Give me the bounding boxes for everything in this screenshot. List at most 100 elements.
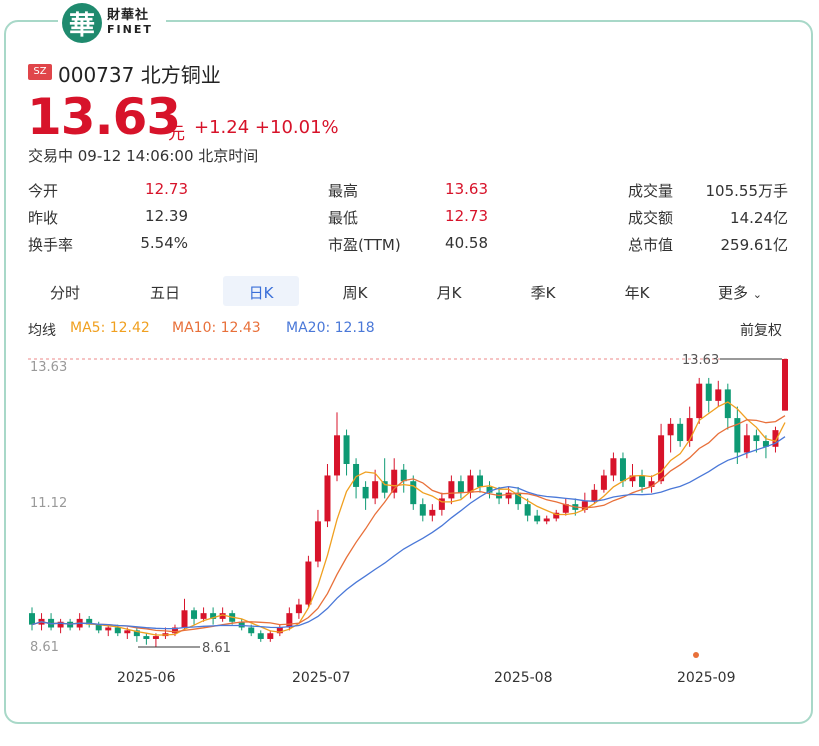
- candle: [581, 501, 588, 510]
- candle: [429, 509, 436, 516]
- high-value: 13.63: [445, 180, 488, 198]
- candle: [400, 469, 407, 482]
- logo-mark: 華: [62, 3, 102, 43]
- tab-weekly-k[interactable]: 周K: [342, 284, 368, 302]
- candle: [334, 435, 341, 476]
- candle: [114, 627, 121, 634]
- candle: [467, 475, 474, 493]
- open-value: 12.73: [145, 180, 188, 198]
- tab-yearly-k[interactable]: 年K: [624, 284, 650, 302]
- active-tab-highlight: [223, 276, 299, 306]
- candle: [286, 613, 293, 628]
- pe-label: 市盈(TTM): [328, 236, 401, 254]
- candle: [600, 475, 607, 490]
- candle: [448, 481, 455, 499]
- candle: [276, 627, 283, 634]
- y-tick-max: 13.63: [30, 360, 68, 375]
- mktcap-value: 259.61亿: [720, 236, 789, 254]
- tab-intraday[interactable]: 分时: [49, 284, 80, 302]
- candle: [86, 618, 93, 625]
- candle: [667, 423, 674, 436]
- finet-logo: 華 財華社 FINET: [58, 0, 166, 46]
- candle: [705, 383, 712, 401]
- candle: [734, 418, 741, 453]
- candle: [610, 458, 617, 476]
- candle: [362, 486, 369, 499]
- x-label-august: 2025-08: [494, 670, 553, 686]
- mktcap-label: 总市值: [628, 236, 674, 254]
- market-badge: SZ: [28, 64, 52, 80]
- amount-value: 14.24亿: [730, 209, 788, 227]
- candle: [210, 613, 217, 619]
- low-label: 最低: [328, 209, 359, 227]
- candle: [629, 475, 636, 482]
- logo-en: FINET: [107, 23, 153, 36]
- candle: [658, 435, 665, 482]
- candle: [295, 604, 302, 614]
- tab-daily-k[interactable]: 日K: [248, 284, 274, 302]
- ma10-value: MA10: 12.43: [172, 320, 261, 336]
- high-label: 最高: [328, 182, 359, 200]
- candle: [724, 389, 731, 419]
- candle: [476, 475, 483, 487]
- candle: [391, 469, 398, 493]
- candle: [753, 435, 760, 442]
- candle: [591, 489, 598, 502]
- tab-monthly-k[interactable]: 月K: [436, 284, 462, 302]
- y-tick-min: 8.61: [30, 640, 59, 655]
- candle: [219, 613, 226, 619]
- x-label-june: 2025-06: [117, 670, 176, 686]
- candle: [324, 475, 331, 522]
- candle: [419, 504, 426, 516]
- candle: [696, 383, 703, 419]
- candle: [343, 435, 350, 464]
- candle: [181, 610, 188, 628]
- pe-value: 40.58: [445, 234, 488, 252]
- y-tick-mid: 11.12: [30, 496, 68, 511]
- candle: [105, 627, 112, 631]
- candle: [639, 475, 646, 487]
- candle: [619, 458, 626, 482]
- candle: [438, 498, 445, 510]
- max-marker: 13.63: [682, 353, 719, 368]
- candle: [486, 486, 493, 493]
- candle: [124, 630, 131, 634]
- last-price: 13.63: [27, 88, 181, 146]
- min-marker: 8.61: [202, 641, 231, 656]
- volume-value: 105.55万手: [705, 182, 789, 200]
- candle: [381, 481, 388, 493]
- candle: [562, 504, 569, 513]
- candle: [743, 435, 750, 453]
- tab-more[interactable]: 更多 ⌄: [717, 284, 762, 302]
- candle: [515, 492, 522, 505]
- candle: [238, 621, 245, 628]
- ma20-value: MA20: 12.18: [286, 320, 375, 336]
- turnover-label: 换手率: [28, 236, 74, 254]
- stock-name: 000737 北方铜业: [58, 63, 221, 87]
- candle: [143, 636, 150, 639]
- candle: [772, 430, 779, 447]
- tab-quarterly-k[interactable]: 季K: [530, 284, 556, 302]
- prev-close-value: 12.39: [145, 207, 188, 225]
- volume-label: 成交量: [628, 182, 674, 200]
- candle: [505, 492, 512, 499]
- candle: [257, 633, 264, 639]
- turnover-value: 5.54%: [140, 234, 188, 252]
- tab-five-day[interactable]: 五日: [149, 284, 180, 302]
- candle: [543, 518, 550, 522]
- price-unit: 元: [168, 124, 185, 144]
- prev-close-label: 昨收: [28, 209, 59, 227]
- candle: [372, 481, 379, 499]
- candle: [191, 610, 198, 619]
- candle: [152, 636, 159, 639]
- trade-status: 交易中 09-12 14:06:00 北京时间: [28, 147, 259, 165]
- ma10-line: [31, 415, 786, 633]
- candle: [782, 359, 788, 411]
- candle: [314, 521, 321, 562]
- candle: [686, 418, 693, 442]
- adjust-toggle[interactable]: 前复权: [740, 323, 782, 339]
- candle: [677, 423, 684, 442]
- candle: [524, 504, 531, 516]
- chevron-down-icon: ⌄: [752, 288, 762, 301]
